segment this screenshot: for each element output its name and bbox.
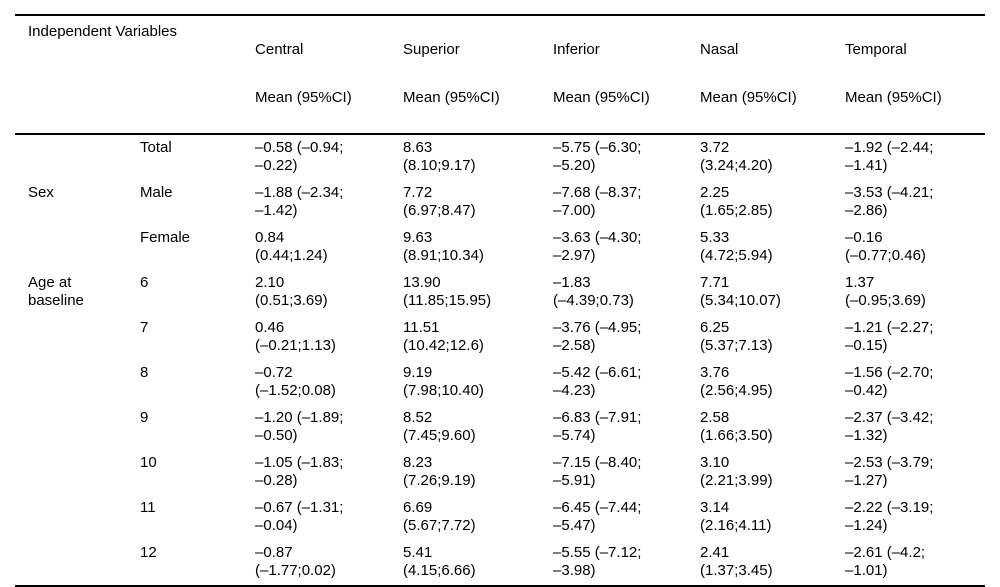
- value-cell-central: –1.20 (–1.89; –0.50): [255, 409, 344, 444]
- value-cell-nasal: 5.33 (4.72;5.94): [700, 229, 773, 264]
- header-superior-title: Superior: [403, 41, 460, 58]
- value-cell-inferior: –7.68 (–8.37; –7.00): [553, 184, 642, 219]
- group-cell: Sex: [28, 184, 54, 201]
- group-cell: [15, 225, 140, 270]
- value-cell-superior: 7.72 (6.97;8.47): [403, 184, 476, 219]
- value-cell-inferior: –5.42 (–6.61; –4.23): [553, 364, 642, 399]
- table-row-age11: 11 –0.67 (–1.31; –0.04) 6.69 (5.67;7.72)…: [15, 495, 985, 540]
- value-cell-superior: 9.19 (7.98;10.40): [403, 364, 484, 399]
- level-cell: 9: [140, 409, 149, 426]
- value-cell-temporal: –1.92 (–2.44; –1.41): [845, 139, 934, 174]
- header-central-subtitle: Mean (95%CI): [255, 89, 352, 106]
- value-cell-nasal: 2.25 (1.65;2.85): [700, 184, 773, 219]
- value-cell-nasal: 7.71 (5.34;10.07): [700, 274, 781, 309]
- table-row-total: Total –0.58 (–0.94; –0.22) 8.63 (8.10;9.…: [15, 134, 985, 180]
- value-cell-central: –1.88 (–2.34; –1.42): [255, 184, 344, 219]
- group-cell: [15, 540, 140, 587]
- table-row-age8: 8 –0.72 (–1.52;0.08) 9.19 (7.98;10.40) –…: [15, 360, 985, 405]
- header-temporal: Temporal Mean (95%CI): [845, 14, 986, 135]
- value-cell-nasal: 6.25 (5.37;7.13): [700, 319, 773, 354]
- value-cell-nasal: 3.76 (2.56;4.95): [700, 364, 773, 399]
- value-cell-temporal: –1.56 (–2.70; –0.42): [845, 364, 934, 399]
- group-cell: [15, 134, 140, 180]
- header-superior-subtitle: Mean (95%CI): [403, 89, 500, 106]
- value-cell-central: –0.72 (–1.52;0.08): [255, 364, 336, 399]
- level-cell: 12: [140, 540, 256, 587]
- value-cell-inferior: –5.55 (–7.12; –3.98): [553, 540, 701, 587]
- group-cell: [15, 495, 140, 540]
- value-cell-inferior: –6.45 (–7.44; –5.47): [553, 499, 642, 534]
- group-cell: Age at baseline: [28, 274, 84, 309]
- value-cell-central: –0.87 (–1.77;0.02): [255, 540, 404, 587]
- value-cell-central: 2.10 (0.51;3.69): [255, 274, 328, 309]
- value-cell-nasal: 3.72 (3.24;4.20): [700, 139, 773, 174]
- level-cell: 6: [140, 274, 149, 291]
- group-cell: [15, 405, 140, 450]
- header-inferior-subtitle: Mean (95%CI): [553, 89, 650, 106]
- header-nasal-title: Nasal: [700, 41, 739, 58]
- value-cell-central: –1.05 (–1.83; –0.28): [255, 454, 344, 489]
- value-cell-temporal: –1.21 (–2.27; –0.15): [845, 319, 934, 354]
- value-cell-inferior: –3.76 (–4.95; –2.58): [553, 319, 642, 354]
- header-nasal-subtitle: Mean (95%CI): [700, 89, 797, 106]
- value-cell-superior: 13.90 (11.85;15.95): [403, 274, 492, 309]
- value-cell-nasal: 2.41 (1.37;3.45): [700, 540, 846, 587]
- header-inferior: Inferior Mean (95%CI): [553, 14, 701, 135]
- value-cell-temporal: –0.16 (–0.77;0.46): [845, 229, 926, 264]
- value-cell-temporal: –2.61 (–4.2; –1.01): [845, 540, 986, 587]
- level-cell: 10: [140, 454, 157, 471]
- group-cell: [15, 450, 140, 495]
- table-row-male: Sex Male –1.88 (–2.34; –1.42) 7.72 (6.97…: [15, 180, 985, 225]
- value-cell-inferior: –7.15 (–8.40; –5.91): [553, 454, 642, 489]
- header-temporal-subtitle: Mean (95%CI): [845, 89, 942, 106]
- header-temporal-title: Temporal: [845, 41, 907, 58]
- value-cell-temporal: –2.37 (–3.42; –1.32): [845, 409, 934, 444]
- value-cell-inferior: –5.75 (–6.30; –5.20): [553, 139, 642, 174]
- group-cell: [15, 360, 140, 405]
- table-row-age6: Age at baseline 6 2.10 (0.51;3.69) 13.90…: [15, 270, 985, 315]
- value-cell-nasal: 3.10 (2.21;3.99): [700, 454, 773, 489]
- value-cell-superior: 11.51 (10.42;12.6): [403, 319, 484, 354]
- value-cell-central: 0.46 (–0.21;1.13): [255, 319, 336, 354]
- value-cell-nasal: 2.58 (1.66;3.50): [700, 409, 773, 444]
- header-central: Central Mean (95%CI): [255, 14, 404, 135]
- value-cell-nasal: 3.14 (2.16;4.11): [700, 499, 772, 534]
- level-cell: 8: [140, 364, 149, 381]
- table-row-age10: 10 –1.05 (–1.83; –0.28) 8.23 (7.26;9.19)…: [15, 450, 985, 495]
- value-cell-inferior: –1.83 (–4.39;0.73): [553, 274, 634, 309]
- value-cell-superior: 9.63 (8.91;10.34): [403, 229, 484, 264]
- level-cell: 11: [140, 499, 156, 516]
- value-cell-superior: 6.69 (5.67;7.72): [403, 499, 476, 534]
- level-cell: Male: [140, 184, 173, 201]
- value-cell-temporal: –3.53 (–4.21; –2.86): [845, 184, 934, 219]
- value-cell-central: 0.84 (0.44;1.24): [255, 229, 328, 264]
- value-cell-temporal: –2.53 (–3.79; –1.27): [845, 454, 934, 489]
- header-row: Independent Variables Central Mean (95%C…: [15, 14, 986, 135]
- header-central-title: Central: [255, 41, 304, 58]
- header-nasal: Nasal Mean (95%CI): [700, 14, 846, 135]
- value-cell-superior: 8.63 (8.10;9.17): [403, 139, 476, 174]
- table-row-female: Female 0.84 (0.44;1.24) 9.63 (8.91;10.34…: [15, 225, 985, 270]
- value-cell-temporal: –2.22 (–3.19; –1.24): [845, 499, 934, 534]
- level-cell: 7: [140, 319, 149, 336]
- means-ci-table: Independent Variables Central Mean (95%C…: [15, 14, 986, 587]
- table-row-age9: 9 –1.20 (–1.89; –0.50) 8.52 (7.45;9.60) …: [15, 405, 985, 450]
- level-cell: Total: [140, 139, 172, 156]
- table-row-age12: 12 –0.87 (–1.77;0.02) 5.41 (4.15;6.66) –…: [15, 540, 986, 587]
- value-cell-central: –0.58 (–0.94; –0.22): [255, 139, 344, 174]
- group-cell: [15, 315, 140, 360]
- table-row-age7: 7 0.46 (–0.21;1.13) 11.51 (10.42;12.6) –…: [15, 315, 985, 360]
- value-cell-inferior: –6.83 (–7.91; –5.74): [553, 409, 642, 444]
- value-cell-inferior: –3.63 (–4.30; –2.97): [553, 229, 642, 264]
- value-cell-superior: 8.23 (7.26;9.19): [403, 454, 476, 489]
- value-cell-superior: 8.52 (7.45;9.60): [403, 409, 476, 444]
- value-cell-temporal: 1.37 (–0.95;3.69): [845, 274, 926, 309]
- value-cell-central: –0.67 (–1.31; –0.04): [255, 499, 344, 534]
- level-cell: Female: [140, 229, 191, 246]
- value-cell-superior: 5.41 (4.15;6.66): [403, 540, 554, 587]
- header-superior: Superior Mean (95%CI): [403, 14, 554, 135]
- header-inferior-title: Inferior: [553, 41, 600, 58]
- header-independent-variables: Independent Variables: [15, 14, 256, 135]
